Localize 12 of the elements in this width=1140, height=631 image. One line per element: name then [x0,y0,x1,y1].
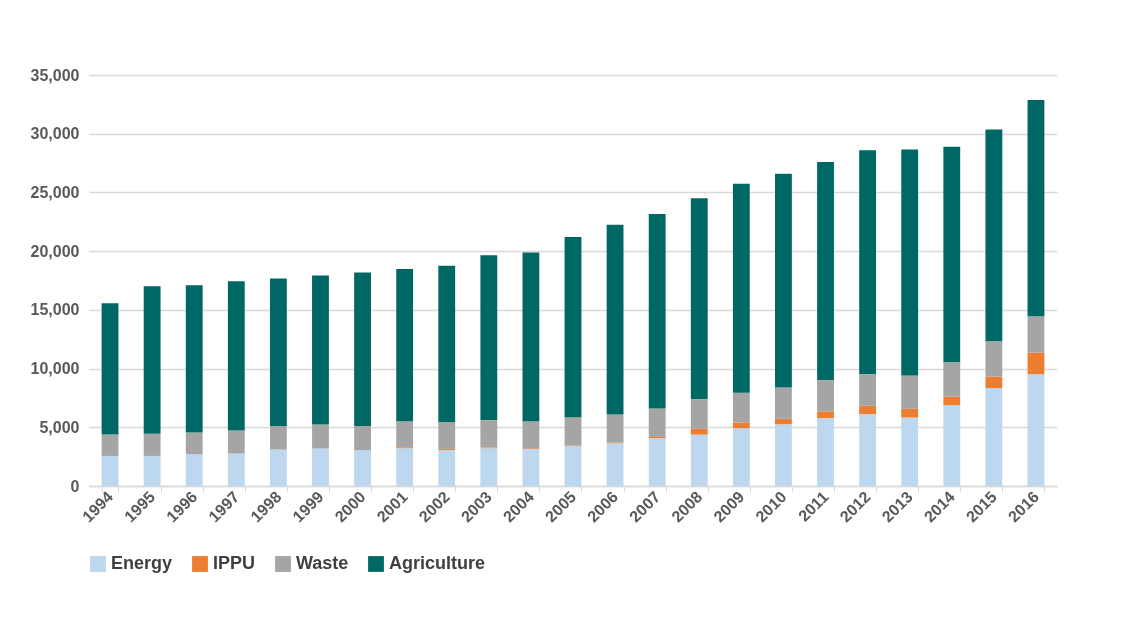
legend-label: Agriculture [389,553,486,573]
y-tick-label: 0 [70,477,80,495]
y-tick-label: 25,000 [30,183,80,201]
legend-label: Waste [296,553,349,573]
y-tick-label: 10,000 [30,360,80,378]
y-tick-label: 20,000 [30,242,80,260]
y-tick-label: 35,000 [30,66,80,84]
y-tick-label: 30,000 [30,125,80,143]
y-tick-label: 5,000 [39,418,80,436]
legend-label: IPPU [213,553,256,573]
y-tick-label: 15,000 [30,301,80,319]
legend-label: Energy [111,553,173,573]
